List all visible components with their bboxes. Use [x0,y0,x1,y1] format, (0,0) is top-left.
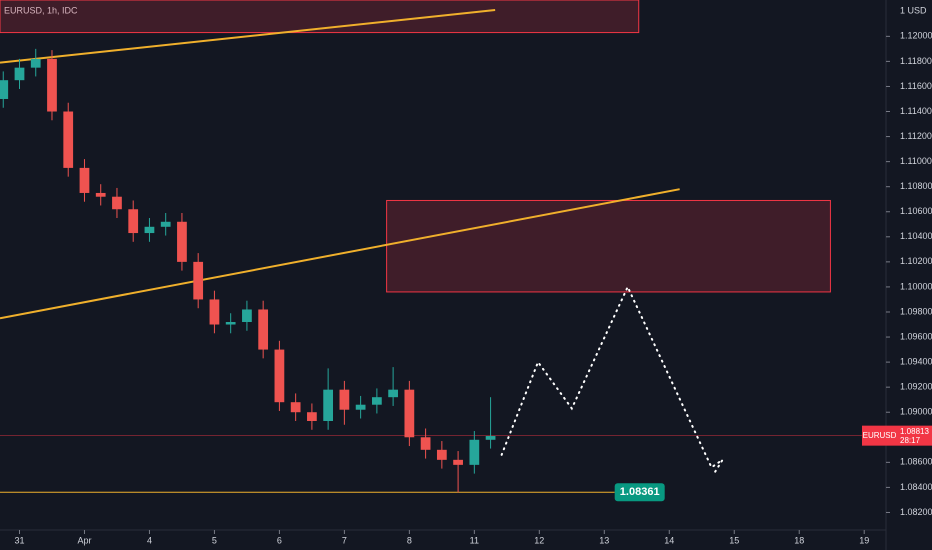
candle-body [95,192,106,197]
y-tick-label: 1.09600 [900,331,932,341]
candle-body [63,111,74,168]
candle-body [339,389,350,410]
price-label-box [897,425,932,446]
x-tick-label: 15 [729,535,739,545]
x-tick-label: 13 [599,535,609,545]
countdown-label: 28:17 [900,436,921,445]
y-tick-label: 1.10800 [900,181,932,191]
trend-line [0,9,496,64]
candle-body [290,402,301,413]
candle-body [128,209,139,234]
candle-body [144,226,155,234]
candle-body [274,349,285,403]
candle-body [355,404,366,410]
candle-body [177,221,187,262]
y-tick-label: 1.10400 [900,231,932,241]
x-tick-label: 31 [14,535,24,545]
x-tick-label: 12 [534,535,544,545]
x-tick-label: Apr [77,535,91,545]
candle-body [209,299,220,325]
support-label: 1.08361 [620,486,660,498]
y-tick-label: 1.11000 [900,156,932,166]
y-tick-label: 1.10600 [900,206,932,216]
candle-body [469,439,480,465]
y-tick-label: 1.09800 [900,306,932,316]
candle-body [404,389,415,438]
x-tick-label: 18 [794,535,804,545]
x-tick-label: 8 [407,535,412,545]
x-tick-label: 19 [859,535,869,545]
price-label: 1.08813 [900,427,929,436]
candle-body [193,261,204,300]
candle-body [485,436,496,440]
candle-body [453,459,463,465]
y-tick-label: 1.08400 [900,482,932,492]
candle-body [371,397,382,405]
y-tick-label: 1.11800 [900,56,932,66]
support-label-box [614,483,665,502]
candle-body [14,67,25,81]
y-tick-label: 1.11400 [900,106,932,116]
candle-body [242,309,252,323]
candle-body [160,221,171,227]
candle-body [0,80,9,99]
y-tick-label: 1.10200 [900,256,932,266]
candle-body [30,58,41,68]
y-tick-label: 1.09000 [900,407,932,417]
x-tick-label: 14 [664,535,674,545]
y-tick-label: 1.09200 [900,382,932,392]
x-tick-label: 4 [147,535,152,545]
y-tick-label: 1.10000 [900,281,932,291]
y-tick-label: 1.08200 [900,507,932,517]
candle-body [307,412,317,421]
symbol-label: EURUSD [863,431,897,440]
candle-body [388,389,398,398]
candle-body [323,389,334,421]
candle-body [112,196,122,210]
y-tick-label: 1.11200 [900,131,932,141]
y-tick-label: 1.08600 [900,457,932,467]
x-tick-label: 5 [212,535,217,545]
axis-unit: 1 USD [900,5,927,15]
y-tick-label: 1.12000 [900,31,932,41]
candle-body [420,437,431,450]
candle-body [79,167,90,193]
projection-path [500,284,724,474]
zone [386,199,831,293]
candle-body [436,449,447,460]
candle-body [225,322,236,325]
trend-line [0,188,680,320]
symbol-label-box [862,425,897,446]
y-tick-label: 1.11600 [900,81,932,91]
y-tick-label: 1.09400 [900,356,932,366]
candle-body [47,58,57,112]
candle-body [258,309,269,350]
x-tick-label: 7 [342,535,347,545]
x-tick-label: 6 [277,535,282,545]
zone [0,0,640,34]
x-tick-label: 11 [470,535,479,545]
chart-title: EURUSD, 1h, IDC [4,5,78,15]
